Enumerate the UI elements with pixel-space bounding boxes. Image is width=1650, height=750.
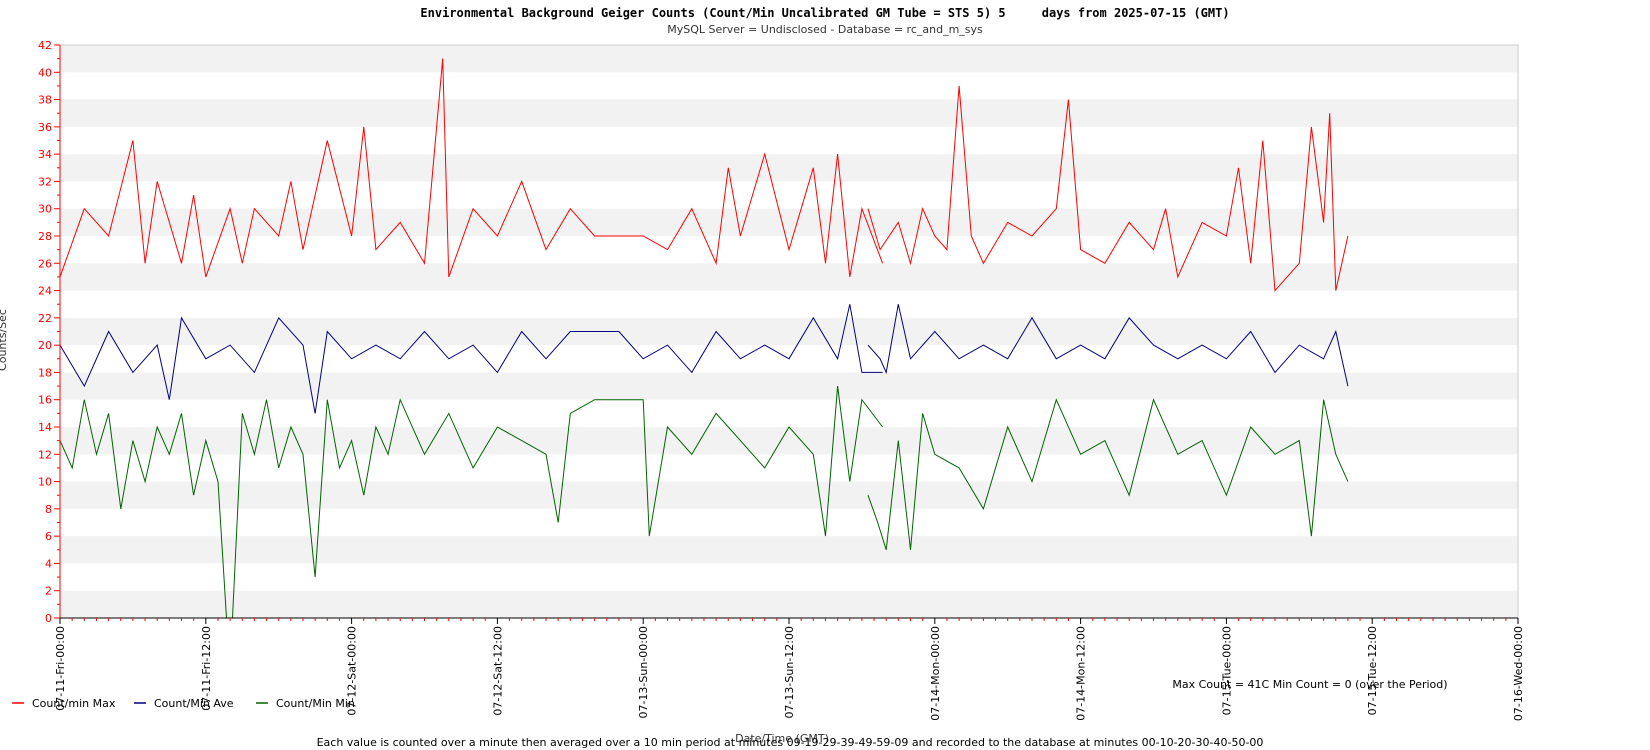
grid-band <box>60 99 1518 127</box>
series-line-count-min-min <box>59 386 883 619</box>
grid-band <box>60 481 1518 509</box>
chart-subtitle: MySQL Server = Undisclosed - Database = … <box>667 23 983 36</box>
y-tick-label: 40 <box>38 66 52 79</box>
x-tick-label: 07-15-Tue-12:00 <box>1366 626 1379 715</box>
chart-title: Environmental Background Geiger Counts (… <box>420 6 1229 20</box>
y-tick-label: 16 <box>38 394 52 407</box>
grid-band <box>60 372 1518 400</box>
grid-band <box>60 427 1518 455</box>
x-tick-label: 07-12-Sat-00:00 <box>346 626 359 716</box>
footer-note: Each value is counted over a minute then… <box>317 736 1264 749</box>
x-tick-label: 07-13-Sun-12:00 <box>783 626 796 719</box>
x-tick-label: 07-14-Mon-00:00 <box>929 626 942 721</box>
legend-label: Count/Min Ave <box>154 697 234 710</box>
y-tick-label: 30 <box>38 203 52 216</box>
y-tick-label: 28 <box>38 230 52 243</box>
y-tick-label: 20 <box>38 339 52 352</box>
series-line-count-min-max <box>867 85 1349 292</box>
y-tick-label: 22 <box>38 312 52 325</box>
series-line-count-min-ave <box>867 304 1349 387</box>
summary-note: Max Count = 41C Min Count = 0 (over the … <box>1172 678 1447 691</box>
y-tick-label: 12 <box>38 448 52 461</box>
x-tick-label: 07-13-Sun-00:00 <box>637 626 650 719</box>
grid-band <box>60 317 1518 346</box>
y-tick-label: 8 <box>45 503 52 516</box>
x-tick-label: 07-11-Fri-12:00 <box>200 626 213 711</box>
grid-band <box>60 590 1518 618</box>
grid-band <box>60 45 1518 73</box>
y-tick-label: 0 <box>45 612 52 625</box>
grid-band <box>60 154 1518 182</box>
x-tick-label: 07-14-Mon-12:00 <box>1075 626 1088 721</box>
y-tick-label: 34 <box>38 148 52 161</box>
x-axis: 07-11-Fri-00:00 07-11-Fri-12:00 07-12-Sat-… <box>54 617 1525 721</box>
y-tick-label: 38 <box>38 94 52 107</box>
x-axis-label: Date/Time (GMT) <box>735 732 829 745</box>
grid-band <box>60 263 1518 291</box>
y-tick-label: 42 <box>38 39 52 52</box>
y-axis-label: Counts/Sec <box>0 309 9 371</box>
grid-bands <box>60 45 1518 618</box>
x-tick-label: 07-11-Fri-00:00 <box>54 626 67 711</box>
y-tick-label: 4 <box>45 557 52 570</box>
x-tick-label: 07-15-Tue-00:00 <box>1220 626 1233 715</box>
y-tick-label: 18 <box>38 366 52 379</box>
legend-label: Count/Min Min <box>276 697 355 710</box>
series-line-count-min-max <box>59 58 884 278</box>
grid-band <box>60 208 1518 236</box>
y-tick-label: 26 <box>38 257 52 270</box>
y-tick-label: 24 <box>38 285 52 298</box>
x-tick-label: 07-12-Sat-12:00 <box>491 626 504 716</box>
legend-label: Count/min Max <box>32 697 116 710</box>
y-tick-label: 10 <box>38 476 52 489</box>
y-tick-label: 14 <box>38 421 52 434</box>
series-line-count-min-ave <box>59 304 883 414</box>
y-tick-label: 32 <box>38 175 52 188</box>
y-tick-label: 2 <box>45 585 52 598</box>
legend: Count/min Max Count/Min Ave Count/Min Min <box>12 697 355 710</box>
y-tick-label: 36 <box>38 121 52 134</box>
series-line-count-min-min <box>867 398 1349 550</box>
y-tick-label: 6 <box>45 530 52 543</box>
x-tick-label: 07-16-Wed-00:00 <box>1512 626 1525 721</box>
grid-band <box>60 536 1518 564</box>
series-layer <box>59 58 1349 619</box>
